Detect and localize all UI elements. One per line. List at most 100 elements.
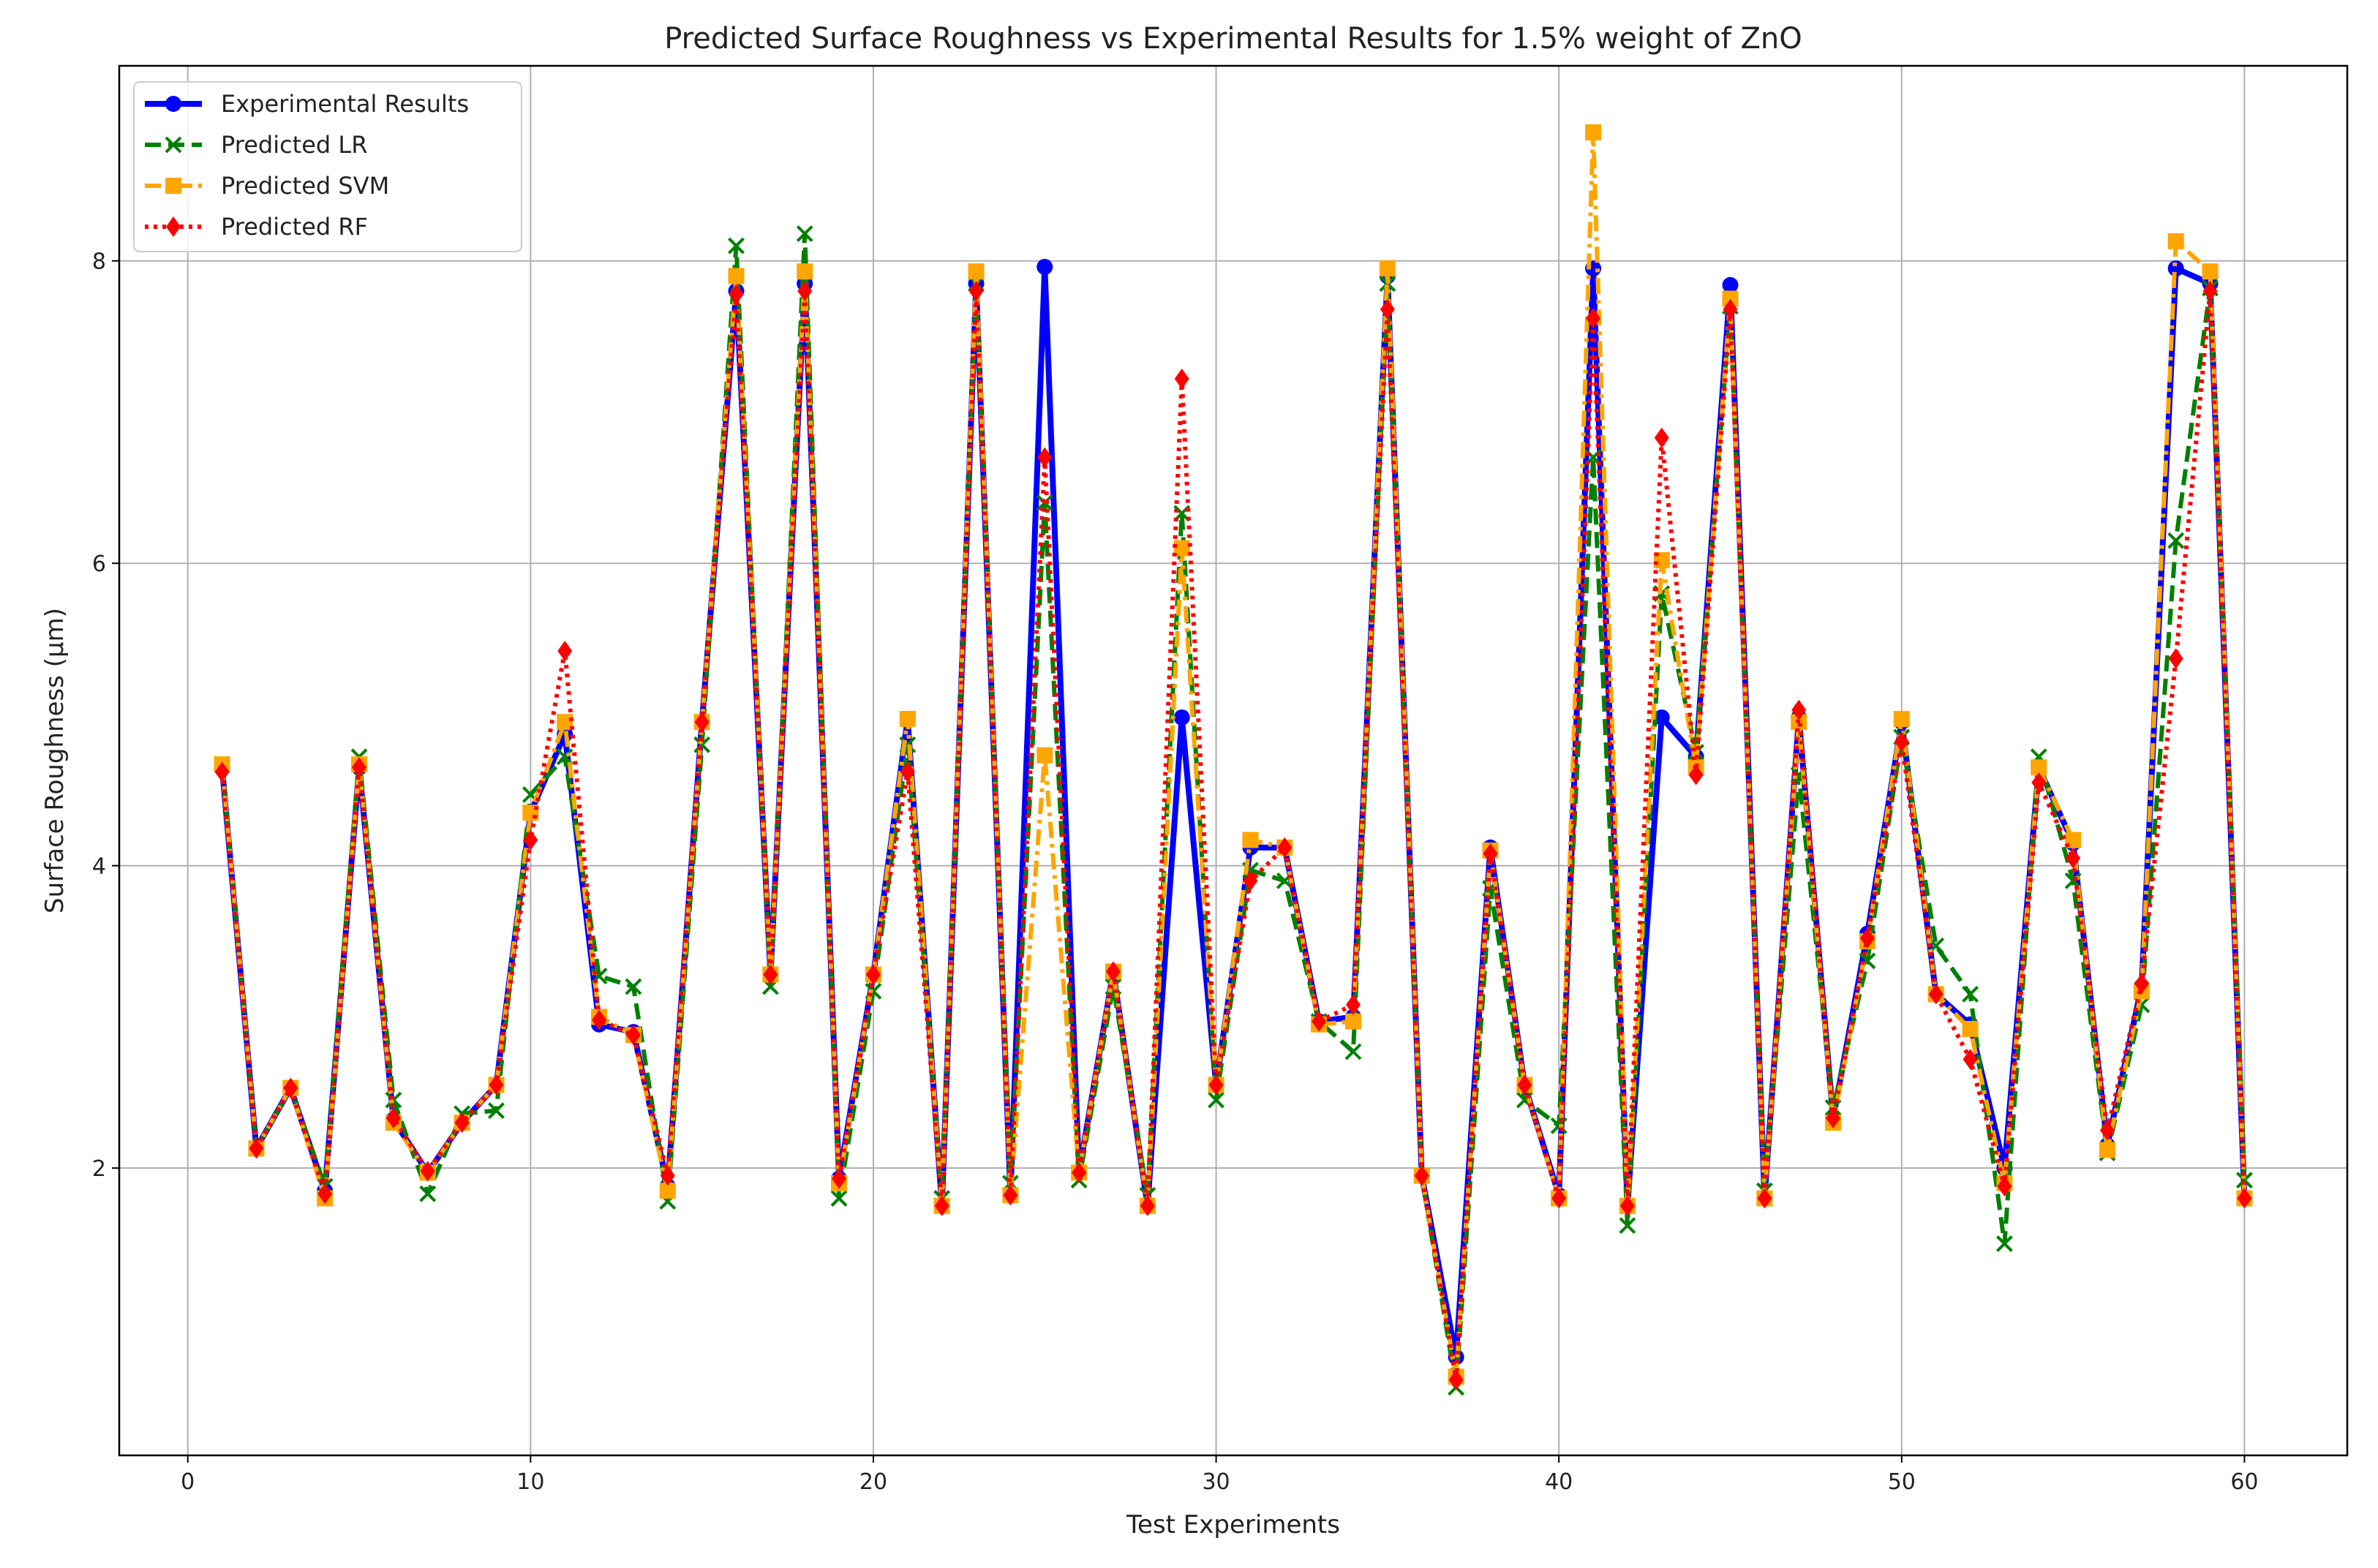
x-tick-label: 10 — [516, 1469, 544, 1495]
data-point — [2066, 848, 2081, 869]
data-point — [1893, 711, 1910, 728]
data-point — [1757, 1188, 1772, 1209]
data-point — [1242, 832, 1259, 848]
series-layer — [214, 124, 2253, 1396]
data-point — [797, 281, 813, 302]
data-point — [488, 1102, 505, 1120]
data-point — [763, 964, 778, 985]
data-point — [1037, 447, 1053, 468]
legend-item: Predicted SVM — [145, 172, 389, 200]
data-point — [1173, 540, 1190, 557]
data-point — [1688, 764, 1704, 785]
data-point — [592, 1009, 607, 1030]
data-point — [1344, 1043, 1362, 1060]
data-point — [1722, 290, 1739, 307]
data-point — [1036, 747, 1053, 764]
data-point — [1586, 308, 1601, 329]
data-point — [1997, 1175, 2012, 1196]
legend-label: Predicted RF — [221, 213, 368, 241]
data-point — [796, 225, 813, 242]
data-point — [1791, 699, 1807, 720]
data-point — [797, 263, 813, 280]
legend-marker — [165, 178, 181, 194]
data-point — [1653, 709, 1670, 726]
data-point — [1208, 1074, 1224, 1096]
legend-marker — [166, 216, 181, 237]
data-point — [2168, 648, 2183, 669]
x-tick-label: 60 — [2230, 1469, 2258, 1495]
data-point — [1380, 298, 1395, 320]
data-point — [728, 237, 745, 255]
legend-label: Experimental Results — [221, 90, 469, 118]
data-point — [1277, 837, 1293, 858]
data-point — [934, 1195, 949, 1216]
data-point — [728, 268, 745, 284]
y-tick-label: 2 — [92, 1156, 106, 1182]
data-point — [659, 1183, 676, 1199]
y-axis-label: Surface Roughness (µm) — [40, 608, 69, 913]
data-point — [2202, 281, 2218, 302]
legend-label: Predicted LR — [221, 131, 367, 159]
data-point — [2031, 759, 2047, 776]
data-point — [454, 1112, 470, 1134]
data-point — [1826, 1107, 1841, 1128]
data-point — [1619, 1217, 1636, 1235]
data-point — [489, 1074, 504, 1096]
legend-label: Predicted SVM — [221, 172, 389, 200]
data-point — [1140, 1195, 1155, 1216]
data-point — [1962, 986, 1979, 1003]
data-point — [660, 1165, 675, 1186]
data-point — [419, 1185, 437, 1202]
plot-frame — [118, 64, 2349, 1457]
data-point — [968, 263, 985, 280]
data-point — [2237, 1188, 2252, 1209]
data-point — [2099, 1142, 2115, 1158]
data-point — [1379, 260, 1396, 277]
data-point — [1345, 1013, 1362, 1030]
data-point — [2202, 263, 2219, 280]
axis-ticks: 0 10 20 30 40 50 60 2 4 6 8 — [92, 249, 2259, 1495]
data-point — [830, 1190, 848, 1207]
data-point — [2236, 1172, 2253, 1189]
data-point — [625, 1025, 641, 1046]
data-point — [693, 736, 711, 753]
x-tick-label: 20 — [859, 1469, 887, 1495]
data-point — [1346, 994, 1361, 1015]
data-point — [1962, 1020, 1979, 1037]
data-point — [2031, 772, 2047, 793]
data-point — [1654, 427, 1669, 448]
data-point — [1722, 276, 1739, 293]
data-point — [2167, 233, 2184, 249]
chart-title: Predicted Surface Roughness vs Experimen… — [664, 22, 1802, 56]
data-point — [1483, 843, 1498, 864]
data-point — [968, 281, 984, 302]
data-point — [556, 748, 573, 766]
data-point — [1312, 1011, 1327, 1032]
legend-box — [133, 81, 522, 252]
data-point — [420, 1161, 435, 1182]
data-point — [385, 1107, 401, 1128]
data-point — [694, 712, 710, 733]
legend: Experimental Results Predicted LR Predicte… — [133, 81, 522, 252]
data-point — [214, 761, 230, 783]
grid — [119, 66, 2347, 1455]
data-point — [1448, 1369, 1464, 1390]
x-tick-label: 0 — [181, 1469, 195, 1495]
data-point — [2099, 1120, 2115, 1141]
data-point — [1723, 298, 1738, 320]
data-point — [1174, 368, 1189, 389]
data-point — [1585, 124, 1602, 140]
data-point — [1072, 1162, 1087, 1183]
legend-item: Predicted LR — [145, 131, 367, 159]
data-point — [557, 714, 573, 731]
legend-marker — [165, 96, 181, 112]
data-point — [2134, 973, 2149, 994]
data-point — [1243, 870, 1258, 892]
y-tick-label: 8 — [92, 249, 106, 275]
data-point — [865, 964, 881, 985]
data-point — [2167, 260, 2184, 277]
x-tick-label: 50 — [1888, 1469, 1916, 1495]
data-point — [1859, 927, 1875, 949]
x-tick-label: 30 — [1202, 1469, 1230, 1495]
